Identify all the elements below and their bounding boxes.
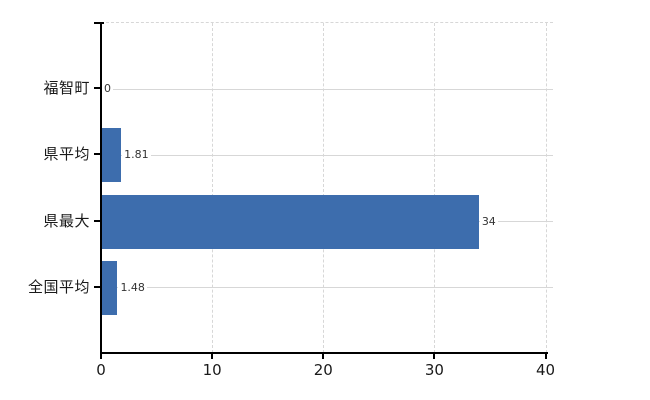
bar bbox=[101, 260, 118, 315]
x-tick-label: 40 bbox=[535, 361, 556, 379]
y-axis-tick bbox=[94, 87, 101, 90]
value-label: 0 bbox=[102, 82, 113, 97]
y-axis-tick bbox=[94, 153, 101, 156]
x-gridline bbox=[434, 23, 436, 353]
x-axis-line bbox=[100, 352, 548, 354]
x-axis-tick bbox=[322, 354, 325, 359]
category-label: 福智町 bbox=[43, 79, 90, 98]
x-gridline bbox=[212, 23, 214, 353]
x-tick-label: 20 bbox=[313, 361, 333, 379]
category-label: 県平均 bbox=[43, 145, 90, 164]
x-gridline bbox=[323, 23, 325, 353]
y-axis-tick bbox=[94, 219, 101, 222]
y-axis-line bbox=[100, 22, 102, 353]
category-label: 全国平均 bbox=[27, 277, 90, 296]
x-axis-tick bbox=[211, 354, 214, 359]
x-axis-tick bbox=[433, 354, 436, 359]
value-label: 1.48 bbox=[118, 280, 147, 295]
x-axis-tick bbox=[544, 354, 547, 359]
y-gridline bbox=[101, 88, 553, 90]
x-tick-label: 30 bbox=[424, 361, 444, 379]
y-axis-tick bbox=[94, 285, 101, 288]
plot-area: 0 1.81 34 1.48 bbox=[101, 22, 553, 353]
bar bbox=[101, 194, 479, 249]
y-gridline bbox=[101, 154, 553, 156]
x-tick-label: 10 bbox=[202, 361, 222, 379]
x-tick-label: 0 bbox=[96, 361, 106, 379]
y-axis-top-tick bbox=[94, 22, 104, 24]
value-label: 34 bbox=[479, 214, 498, 229]
bar bbox=[101, 128, 122, 183]
category-label: 県最大 bbox=[43, 211, 90, 230]
value-label: 1.81 bbox=[122, 148, 151, 163]
x-gridline bbox=[545, 23, 547, 353]
x-axis-tick bbox=[100, 354, 102, 359]
y-gridline bbox=[101, 287, 553, 289]
